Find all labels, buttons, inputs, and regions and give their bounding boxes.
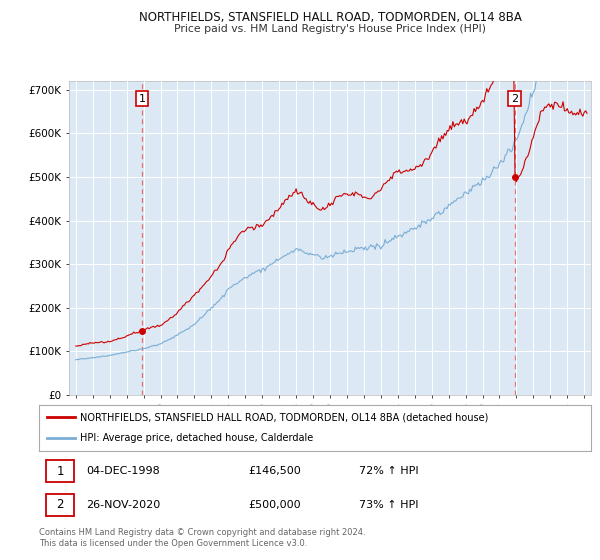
Text: 72% ↑ HPI: 72% ↑ HPI	[359, 466, 419, 476]
Text: 04-DEC-1998: 04-DEC-1998	[86, 466, 160, 476]
Text: HPI: Average price, detached house, Calderdale: HPI: Average price, detached house, Cald…	[80, 433, 314, 444]
Text: 26-NOV-2020: 26-NOV-2020	[86, 500, 160, 510]
Text: NORTHFIELDS, STANSFIELD HALL ROAD, TODMORDEN, OL14 8BA (detached house): NORTHFIELDS, STANSFIELD HALL ROAD, TODMO…	[80, 412, 489, 422]
Text: £146,500: £146,500	[249, 466, 302, 476]
Text: 1: 1	[139, 94, 146, 104]
Text: 2: 2	[511, 94, 518, 104]
Text: £500,000: £500,000	[249, 500, 301, 510]
Text: 73% ↑ HPI: 73% ↑ HPI	[359, 500, 419, 510]
Text: Contains HM Land Registry data © Crown copyright and database right 2024.
This d: Contains HM Land Registry data © Crown c…	[39, 528, 365, 548]
Text: 1: 1	[56, 465, 64, 478]
Text: Price paid vs. HM Land Registry's House Price Index (HPI): Price paid vs. HM Land Registry's House …	[174, 24, 486, 34]
FancyBboxPatch shape	[46, 493, 74, 516]
Text: NORTHFIELDS, STANSFIELD HALL ROAD, TODMORDEN, OL14 8BA: NORTHFIELDS, STANSFIELD HALL ROAD, TODMO…	[139, 11, 521, 24]
FancyBboxPatch shape	[46, 460, 74, 482]
Text: 2: 2	[56, 498, 64, 511]
